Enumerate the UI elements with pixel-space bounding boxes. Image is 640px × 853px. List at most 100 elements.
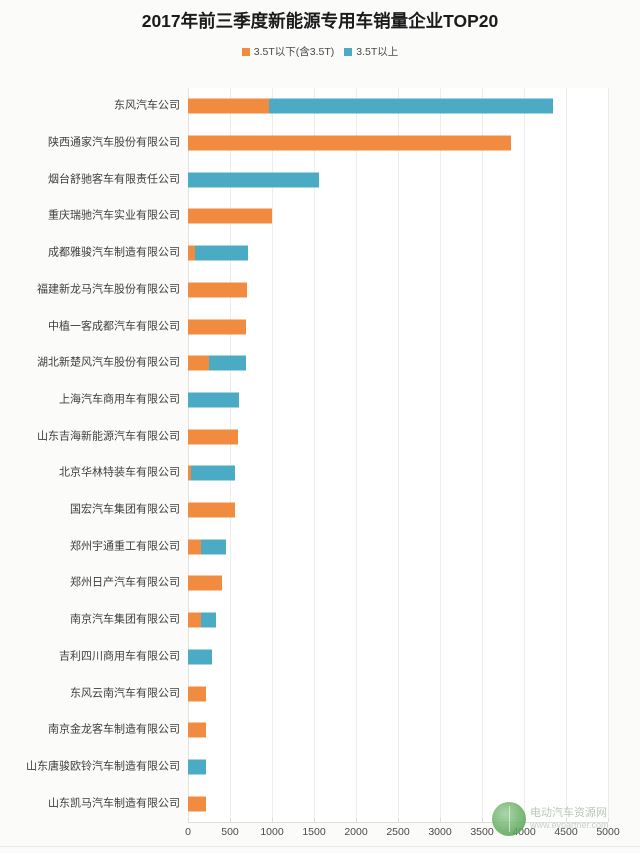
category-label: 陕西通家汽车股份有限公司	[48, 136, 180, 149]
bottom-rule	[0, 846, 640, 847]
bar-segment-low[interactable]	[188, 208, 272, 224]
chart-row[interactable]: 山东吉海新能源汽车有限公司	[37, 418, 608, 455]
chart-row[interactable]: 东风云南汽车有限公司	[70, 675, 608, 712]
stacked-bar[interactable]	[188, 575, 223, 591]
bar-segment-high[interactable]	[188, 392, 240, 408]
chart-row[interactable]: 上海汽车商用车有限公司	[59, 382, 608, 419]
chart-row[interactable]: 福建新龙马汽车股份有限公司	[37, 272, 608, 309]
bar-segment-high[interactable]	[200, 612, 216, 628]
tick-mark-1000	[272, 818, 273, 822]
chart-row[interactable]: 南京金龙客车制造有限公司	[48, 712, 608, 749]
legend-item-low[interactable]: 3.5T以下(含3.5T)	[241, 44, 335, 59]
category-label: 福建新龙马汽车股份有限公司	[37, 283, 180, 296]
stacked-bar[interactable]	[188, 539, 226, 555]
x-tick-label: 3500	[470, 826, 494, 838]
bar-segment-low[interactable]	[188, 686, 207, 702]
stacked-bar[interactable]	[188, 502, 235, 518]
bar-segment-low[interactable]	[188, 539, 202, 555]
bar-segment-high[interactable]	[188, 172, 320, 188]
chart-row[interactable]: 吉利四川商用车有限公司	[59, 639, 608, 676]
tick-mark-2000	[356, 818, 357, 822]
stacked-bar[interactable]	[188, 98, 553, 114]
legend-swatch-high	[344, 47, 353, 56]
x-tick-label: 1500	[302, 826, 326, 838]
chart-row[interactable]: 湖北新楚风汽车股份有限公司	[37, 345, 608, 382]
bar-segment-low[interactable]	[188, 502, 235, 518]
stacked-bar[interactable]	[188, 355, 246, 371]
gridline-1000	[272, 88, 273, 822]
bar-segment-low[interactable]	[188, 355, 209, 371]
chart-row[interactable]: 东风汽车公司	[114, 88, 608, 125]
gridline-4000	[524, 88, 525, 822]
bar-segment-high[interactable]	[269, 98, 553, 114]
bar-segment-low[interactable]	[188, 135, 511, 151]
tick-mark-500	[230, 818, 231, 822]
bar-segment-low[interactable]	[188, 465, 191, 481]
stacked-bar[interactable]	[188, 796, 206, 812]
bar-segment-low[interactable]	[188, 245, 195, 261]
bar-segment-high[interactable]	[208, 355, 246, 371]
legend-item-high[interactable]: 3.5T以上	[344, 44, 398, 59]
bar-segment-low[interactable]	[188, 796, 206, 812]
bar-segment-low[interactable]	[188, 575, 223, 591]
category-label: 吉利四川商用车有限公司	[59, 650, 180, 663]
stacked-bar[interactable]	[188, 172, 320, 188]
chart-row[interactable]: 中植一客成都汽车有限公司	[48, 308, 608, 345]
stacked-bar[interactable]	[188, 208, 272, 224]
stacked-bar[interactable]	[188, 465, 236, 481]
category-label: 东风汽车公司	[114, 99, 180, 112]
chart-row[interactable]: 烟台舒驰客车有限责任公司	[48, 161, 608, 198]
stacked-bar[interactable]	[188, 649, 213, 665]
category-label: 南京汽车集团有限公司	[70, 613, 180, 626]
tick-mark-4500	[566, 818, 567, 822]
bar-segment-high[interactable]	[188, 649, 213, 665]
category-label: 北京华林特装车有限公司	[59, 466, 180, 479]
bar-segment-low[interactable]	[188, 722, 207, 738]
stacked-bar[interactable]	[188, 759, 207, 775]
bar-segment-low[interactable]	[188, 319, 246, 335]
stacked-bar[interactable]	[188, 612, 216, 628]
gridline-3000	[440, 88, 441, 822]
x-axis: 0 500 1000 1500 2000 2500 3000 3500 4000 4500 5000	[185, 818, 620, 842]
chart-row[interactable]: 重庆瑞驰汽车实业有限公司	[48, 198, 608, 235]
chart-row[interactable]: 郑州宇通重工有限公司	[70, 528, 608, 565]
chart-row[interactable]: 国宏汽车集团有限公司	[70, 492, 608, 529]
chart-row[interactable]: 山东凯马汽车制造有限公司	[48, 785, 608, 822]
bar-segment-high[interactable]	[190, 465, 236, 481]
bar-segment-low[interactable]	[188, 612, 201, 628]
bar-segment-low[interactable]	[188, 98, 270, 114]
category-label: 郑州日产汽车有限公司	[70, 576, 180, 589]
x-tick-label: 1000	[260, 826, 284, 838]
legend-label-low: 3.5T以下(含3.5T)	[253, 46, 335, 58]
stacked-bar[interactable]	[188, 429, 238, 445]
x-tick-label: 0	[185, 826, 191, 838]
stacked-bar[interactable]	[188, 686, 207, 702]
category-label: 中植一客成都汽车有限公司	[48, 320, 180, 333]
stacked-bar[interactable]	[188, 282, 247, 298]
category-label: 南京金龙客车制造有限公司	[48, 723, 180, 736]
chart-row[interactable]: 北京华林特装车有限公司	[59, 455, 608, 492]
chart-row[interactable]: 陕西通家汽车股份有限公司	[48, 125, 608, 162]
x-tick-label: 2000	[344, 826, 368, 838]
legend-swatch-low	[241, 47, 250, 56]
stacked-bar[interactable]	[188, 722, 207, 738]
chart-row[interactable]: 山东唐骏欧铃汽车制造有限公司	[26, 749, 608, 786]
bar-segment-low[interactable]	[188, 282, 247, 298]
legend-label-high: 3.5T以上	[356, 46, 399, 58]
x-tick-label: 500	[221, 826, 239, 838]
chart-row[interactable]: 南京汽车集团有限公司	[70, 602, 608, 639]
stacked-bar[interactable]	[188, 135, 511, 151]
stacked-bar[interactable]	[188, 392, 240, 408]
stacked-bar[interactable]	[188, 245, 248, 261]
x-tick-label: 2500	[386, 826, 410, 838]
chart-row[interactable]: 郑州日产汽车有限公司	[70, 565, 608, 602]
chart-row[interactable]: 成都雅骏汽车制造有限公司	[48, 235, 608, 272]
bar-segment-high[interactable]	[188, 759, 207, 775]
gridline-1500	[314, 88, 315, 822]
stacked-bar[interactable]	[188, 319, 246, 335]
bar-segment-low[interactable]	[188, 429, 238, 445]
bar-segment-high[interactable]	[201, 539, 226, 555]
tick-mark-1500	[314, 818, 315, 822]
bar-segment-high[interactable]	[194, 245, 248, 261]
tick-mark-0	[188, 818, 189, 822]
